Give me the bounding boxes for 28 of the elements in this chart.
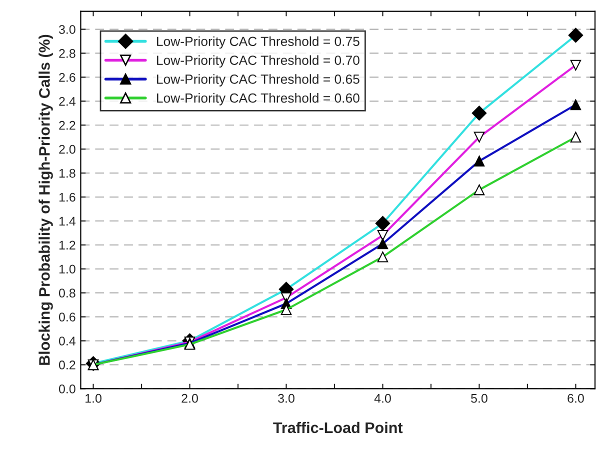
y-tick-label: 2.0	[59, 144, 76, 154]
x-tick-label: 4.0	[374, 394, 391, 403]
legend-label: Low-Priority CAC Threshold = 0.75	[157, 36, 360, 49]
y-tick-label: 1.6	[59, 192, 76, 202]
y-tick-label: 2.8	[59, 49, 76, 58]
y-tick-label: 2.6	[59, 73, 76, 82]
y-tick-label: 1.8	[59, 168, 76, 178]
x-tick-label: 6.0	[568, 394, 584, 403]
y-tick-label: 3.0	[58, 25, 76, 34]
legend-label: Low-Priority CAC Threshold = 0.60	[157, 93, 360, 106]
y-tick-label: 2.4	[59, 96, 76, 106]
legend-label: Low-Priority CAC Threshold = 0.70	[157, 55, 360, 68]
x-tick-label: 1.0	[86, 394, 102, 403]
y-tick-label: 1.2	[59, 240, 76, 250]
y-tick-label: 0.6	[58, 312, 76, 322]
y-tick-label: 0.0	[58, 384, 76, 394]
y-tick-label: 0.4	[58, 336, 76, 346]
y-axis-title: Blocking Probability of High-Priority Calls (%)	[38, 34, 53, 365]
x-tick-label: 2.0	[182, 394, 198, 403]
y-tick-label: 0.8	[58, 288, 76, 298]
y-tick-label: 1.0	[59, 264, 76, 274]
y-tick-label: 0.2	[58, 360, 76, 370]
x-axis-title: Traffic-Load Point	[273, 422, 403, 434]
x-tick-label: 5.0	[471, 394, 488, 403]
y-tick-label: 1.4	[59, 216, 76, 226]
x-tick-label: 3.0	[278, 394, 294, 403]
legend-label: Low-Priority CAC Threshold = 0.65	[157, 74, 360, 86]
y-tick-label: 2.2	[59, 120, 76, 130]
